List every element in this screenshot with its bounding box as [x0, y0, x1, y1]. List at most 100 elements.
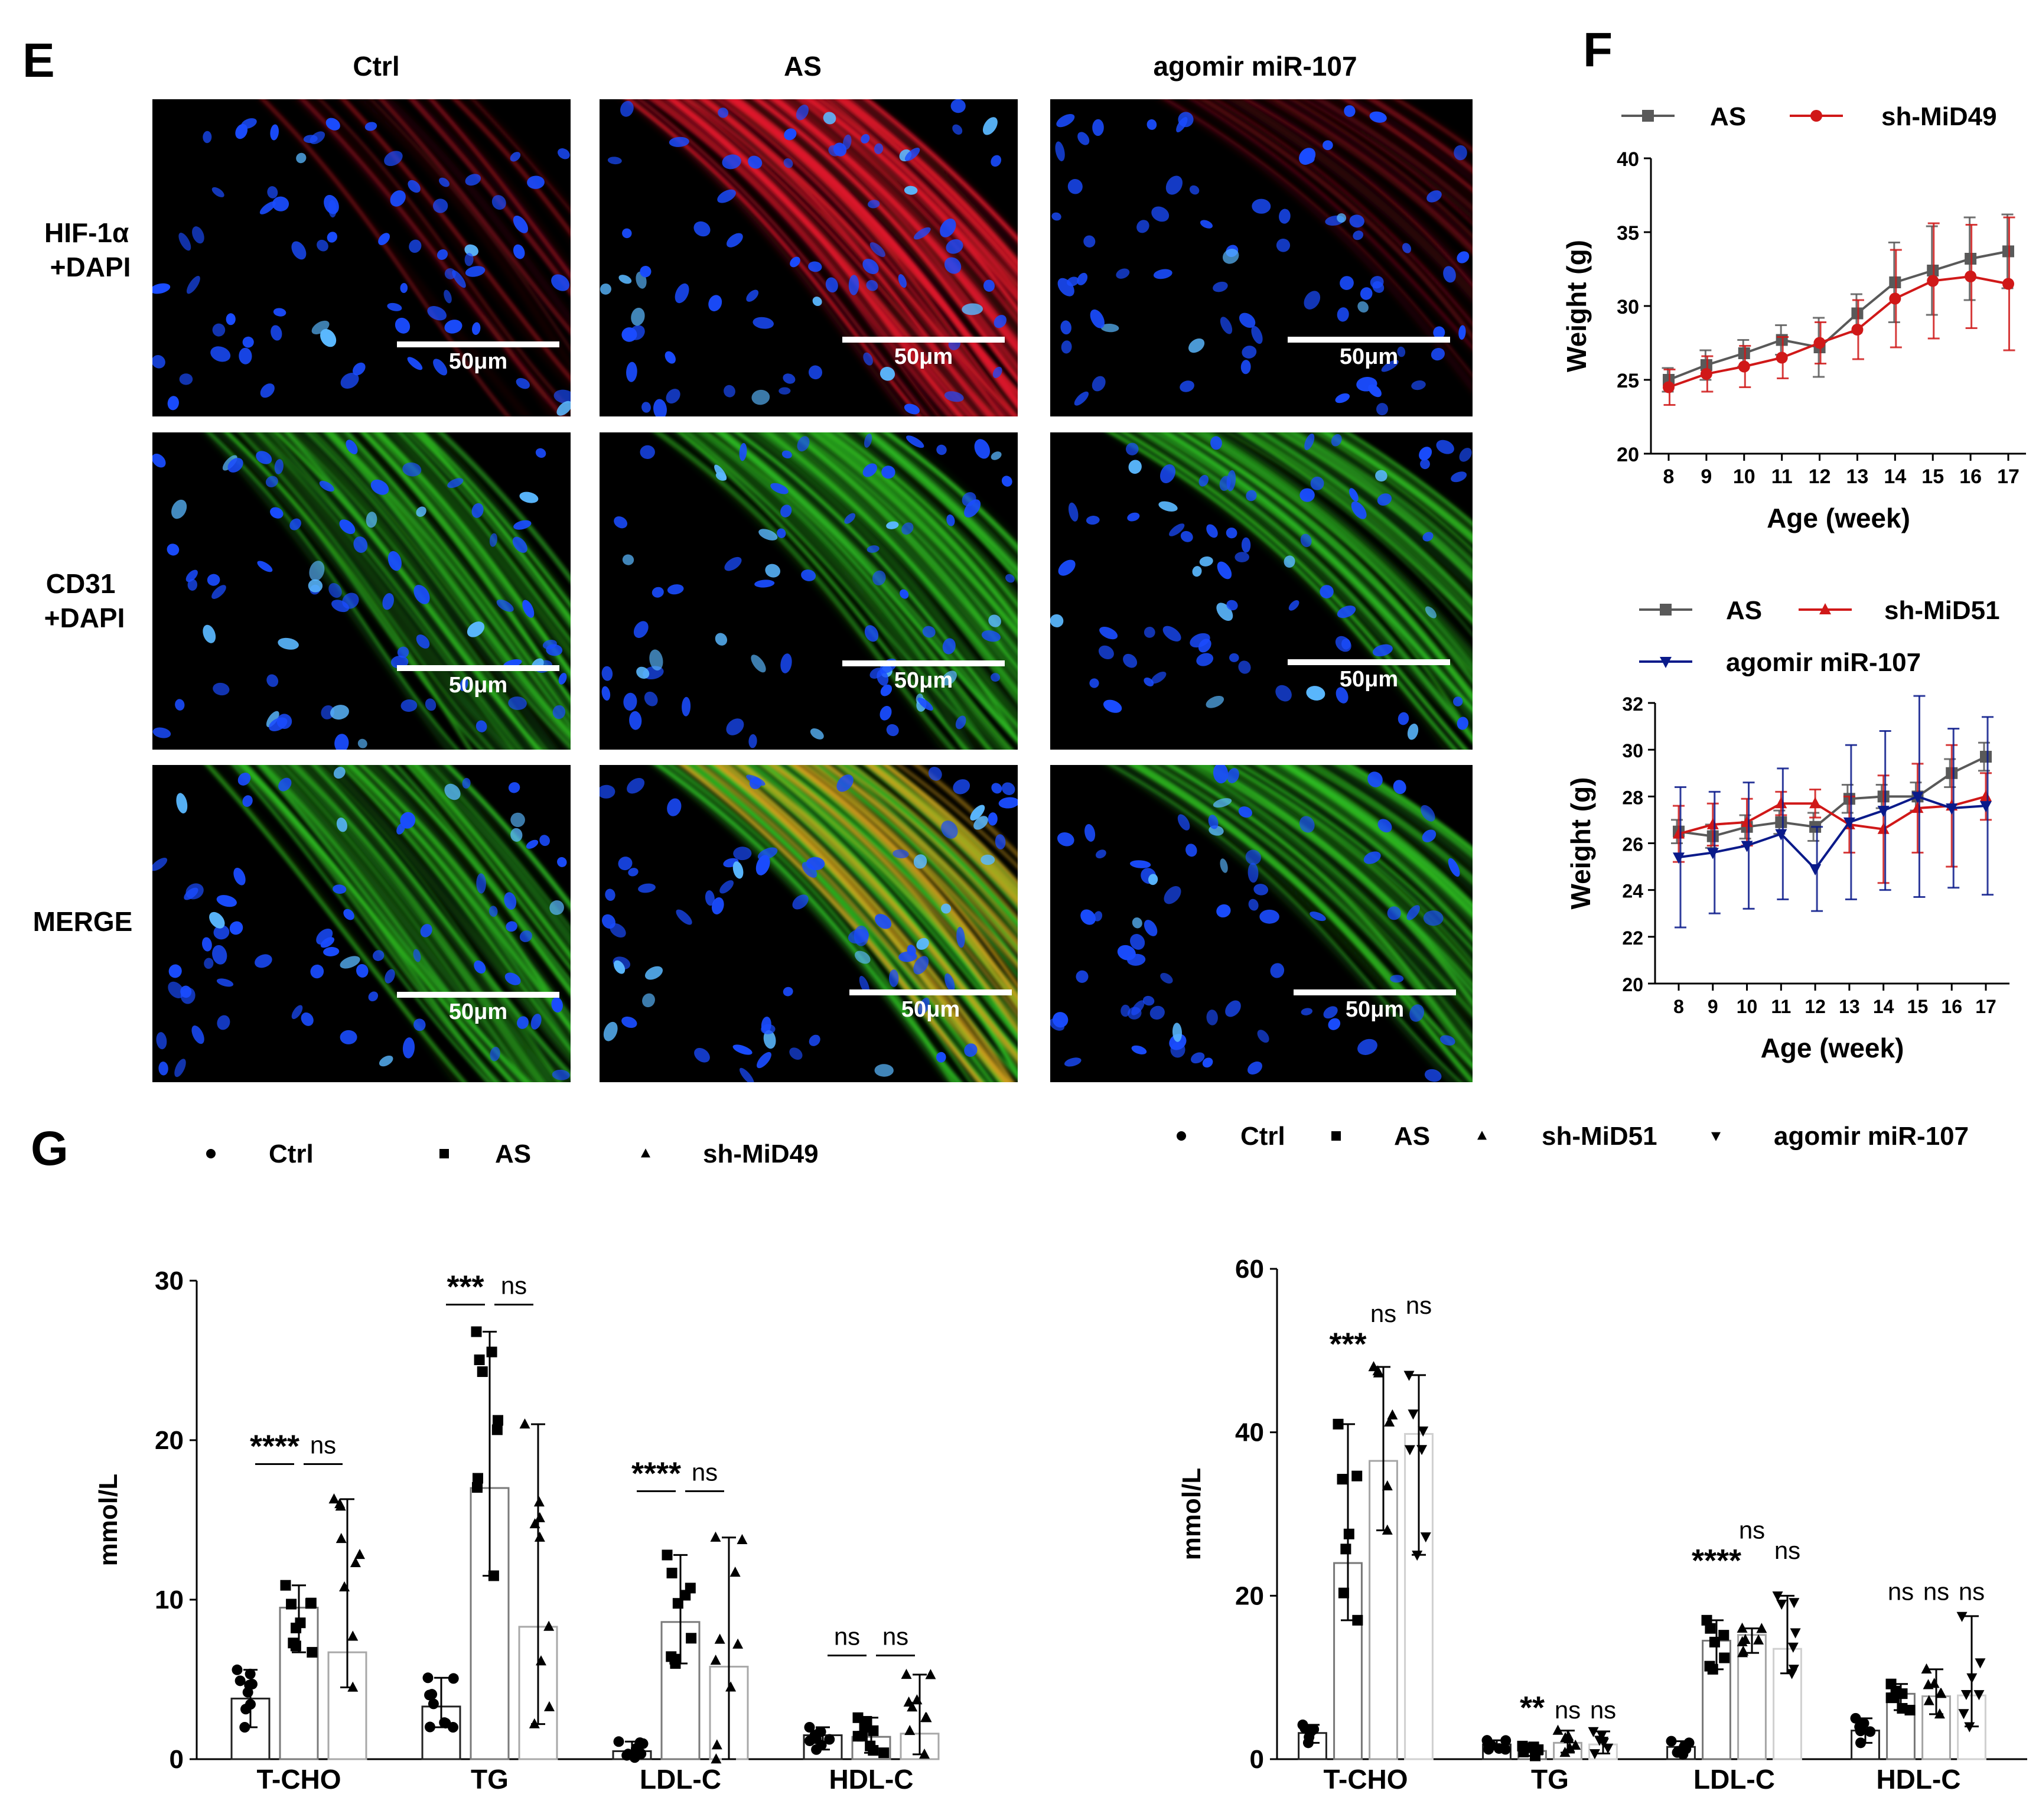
data-point — [1975, 1658, 1986, 1669]
nucleus — [472, 322, 481, 335]
data-point — [1340, 1544, 1351, 1555]
nucleus — [552, 705, 566, 719]
nucleus — [953, 779, 970, 795]
y-tick-label: 40 — [1617, 148, 1639, 171]
nucleus — [801, 569, 816, 581]
nucleus — [753, 317, 774, 329]
nucleus — [1185, 844, 1197, 857]
legend-entry: sh-MiD51 — [1477, 1122, 1657, 1151]
nucleus — [1457, 717, 1468, 730]
data-point — [1704, 1661, 1715, 1672]
nucleus — [1310, 476, 1324, 490]
scale-bar — [842, 660, 1005, 666]
panel-f-letter: F — [1583, 23, 1613, 77]
data-point — [350, 1557, 361, 1567]
nucleus — [320, 937, 335, 948]
nucleus — [1458, 325, 1466, 340]
nucleus — [1057, 832, 1074, 846]
data-point — [493, 1415, 504, 1426]
nucleus — [983, 279, 995, 292]
scale-bar-label: 50μm — [894, 668, 953, 693]
series-line — [1668, 275, 2009, 389]
fibre — [1373, 99, 1473, 167]
nucleus — [1452, 696, 1463, 706]
micrograph-content — [1051, 99, 1473, 416]
series-as — [1333, 1418, 1916, 1762]
data-point — [1666, 1736, 1677, 1747]
data-point — [824, 1734, 835, 1745]
fibre — [736, 99, 1018, 411]
micrograph-content — [152, 765, 571, 1082]
nucleus — [1431, 347, 1445, 361]
fibre — [338, 765, 571, 1053]
nucleus — [1341, 638, 1351, 650]
nucleus — [1381, 360, 1399, 372]
nucleus — [864, 625, 879, 642]
nucleus — [918, 997, 930, 1015]
data-point — [1775, 816, 1787, 828]
nucleus — [751, 389, 770, 405]
nucleus — [1397, 346, 1406, 357]
significance-annotation: ** — [1520, 1690, 1545, 1725]
nucleus — [1393, 780, 1406, 795]
fibre — [1228, 99, 1473, 301]
nucleus — [301, 1012, 314, 1026]
fibre — [774, 432, 1018, 679]
nucleus — [444, 320, 462, 334]
nucleus — [988, 614, 1001, 627]
fibre — [1393, 99, 1473, 152]
nucleus — [1257, 1030, 1269, 1043]
fibre — [748, 99, 1018, 376]
nucleus — [955, 715, 966, 730]
nucleus — [333, 884, 347, 894]
scale-bar-label: 50μm — [901, 997, 960, 1022]
ns-label: ns — [1888, 1577, 1914, 1605]
nucleus — [432, 198, 448, 213]
nucleus — [203, 624, 216, 643]
nucleus — [649, 649, 663, 671]
nucleus — [629, 711, 642, 730]
nucleus — [508, 696, 527, 710]
nucleus — [522, 600, 535, 618]
nucleus — [211, 585, 226, 599]
data-point — [636, 1748, 647, 1759]
fibre — [415, 765, 571, 948]
nucleus — [187, 579, 198, 591]
fibre — [339, 99, 571, 387]
nucleus — [336, 818, 347, 832]
data-point — [1921, 1663, 1932, 1674]
nucleus — [904, 403, 920, 415]
category-label: LDL-C — [640, 1764, 721, 1795]
nucleus — [808, 365, 823, 380]
data-point — [1973, 1690, 1985, 1701]
data-point — [1855, 1725, 1866, 1737]
fibre — [1120, 432, 1468, 750]
series-line — [1668, 250, 2009, 381]
fibre — [1285, 99, 1473, 245]
scale-bar-label: 50μm — [1340, 667, 1398, 692]
nucleus — [941, 821, 958, 839]
nucleus — [237, 772, 251, 786]
nucleus — [291, 241, 307, 260]
fibre — [1334, 765, 1473, 859]
data-point — [1772, 1591, 1783, 1602]
y-tick-label: 10 — [155, 1585, 184, 1614]
fibre — [750, 432, 1018, 718]
nucleus — [1409, 1004, 1425, 1022]
nucleus — [416, 506, 426, 517]
legend-marker — [1819, 603, 1831, 614]
fibre — [872, 432, 1018, 566]
nucleus — [1103, 699, 1122, 713]
column-title-ctrl: Ctrl — [353, 51, 399, 82]
nucleus — [551, 274, 570, 291]
data-point — [725, 1681, 737, 1692]
fibre — [1224, 765, 1473, 974]
nucleus — [789, 1047, 803, 1060]
nucleus — [757, 1051, 771, 1069]
nucleus — [622, 554, 634, 565]
nucleus — [644, 691, 658, 706]
legend-label: AS — [1394, 1122, 1430, 1151]
data-point — [533, 1496, 545, 1507]
nucleus — [212, 945, 227, 965]
